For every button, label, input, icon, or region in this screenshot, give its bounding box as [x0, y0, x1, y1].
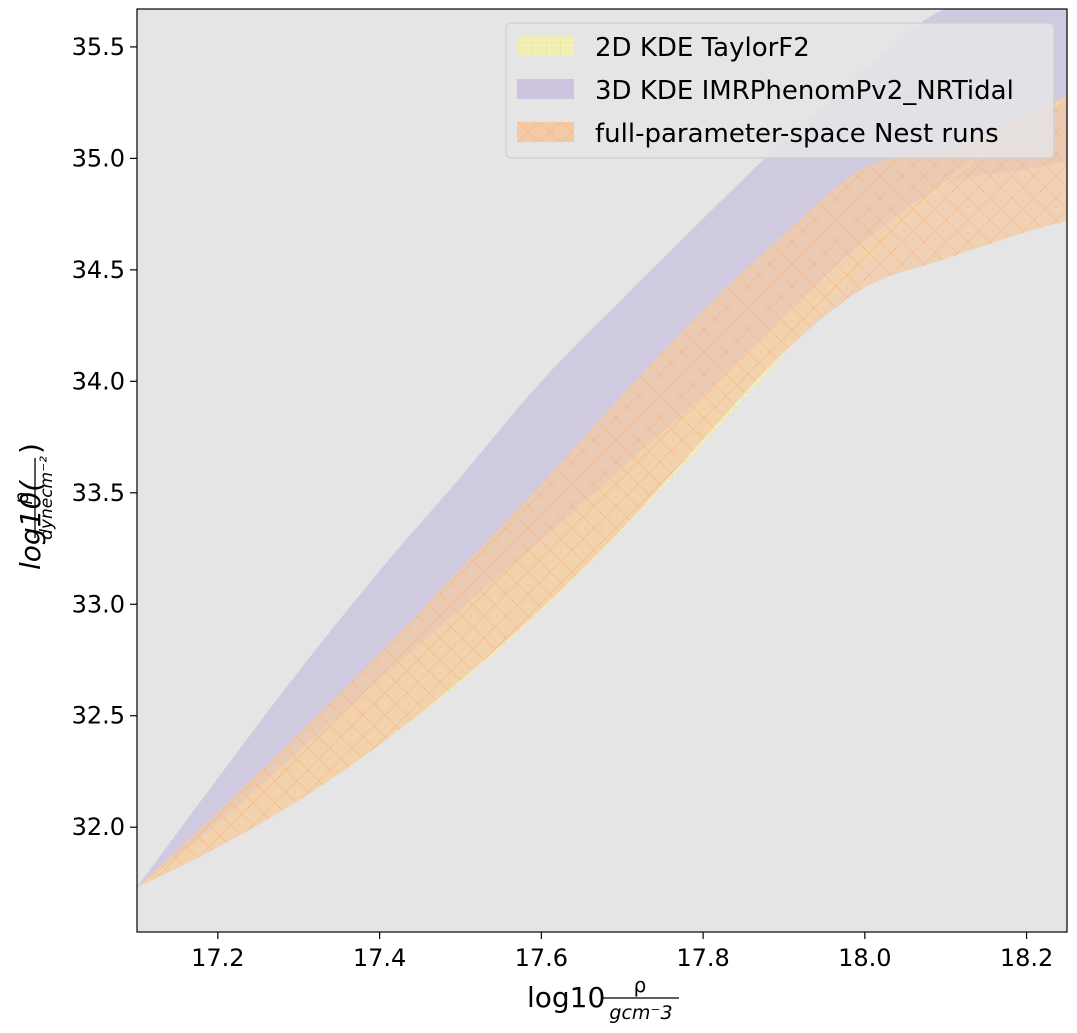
x-axis-ticks: 17.2 17.4 17.6 17.8 18.0 18.2: [191, 932, 1053, 972]
band-hatch-nest: [137, 95, 1067, 888]
x-tick-label: 17.8: [676, 944, 729, 972]
y-axis-ticks: 32.0 32.5 33.0 33.5 34.0 34.5 35.0 35.5: [72, 33, 137, 841]
legend-frame: [505, 22, 1055, 159]
y-tick-label: 34.5: [72, 256, 125, 284]
x-axis-label-num: ρ: [634, 973, 647, 997]
y-axis-label-num: p: [11, 492, 33, 505]
plot-frame: [136, 8, 1068, 933]
bands: [137, 9, 1067, 888]
x-tick-label: 18.0: [838, 944, 891, 972]
legend-swatch-nest-hatch: [517, 122, 574, 142]
x-tick-label: 18.2: [1000, 944, 1053, 972]
y-tick-label: 33.5: [72, 479, 125, 507]
y-tick-label: 33.0: [72, 590, 125, 618]
y-axis-label-den: dynecm⁻²: [37, 456, 57, 540]
x-axis-label-prefix: log10: [527, 981, 605, 1014]
y-tick-label: 35.0: [72, 144, 125, 172]
legend-swatch-taylorf2-hatch: [517, 36, 574, 56]
x-tick-label: 17.2: [191, 944, 244, 972]
x-axis-label: log10: [527, 981, 605, 1014]
y-tick-label: 32.5: [72, 702, 125, 730]
y-axis-label: log10( p dynecm⁻² ): [11, 443, 57, 570]
y-axis-label-suffix: ): [14, 443, 47, 454]
y-tick-label: 32.0: [72, 813, 125, 841]
legend-label-taylorf2: 2D KDE TaylorF2: [595, 33, 810, 63]
y-tick-label: 35.5: [72, 33, 125, 61]
legend: 2D KDE TaylorF2 3D KDE IMRPhenomPv2_NRTi…: [505, 22, 1055, 159]
legend-label-imrphenom: 3D KDE IMRPhenomPv2_NRTidal: [595, 76, 1014, 106]
y-axis-label-prefix: log10(: [14, 480, 47, 570]
legend-swatch-imrphenom: [517, 79, 574, 99]
legend-label-nest: full-parameter-space Nest runs: [595, 119, 999, 149]
x-tick-label: 17.4: [353, 944, 406, 972]
x-axis-label-den: gcm⁻3: [609, 1002, 672, 1024]
x-tick-label: 17.6: [515, 944, 568, 972]
y-tick-label: 34.0: [72, 367, 125, 395]
